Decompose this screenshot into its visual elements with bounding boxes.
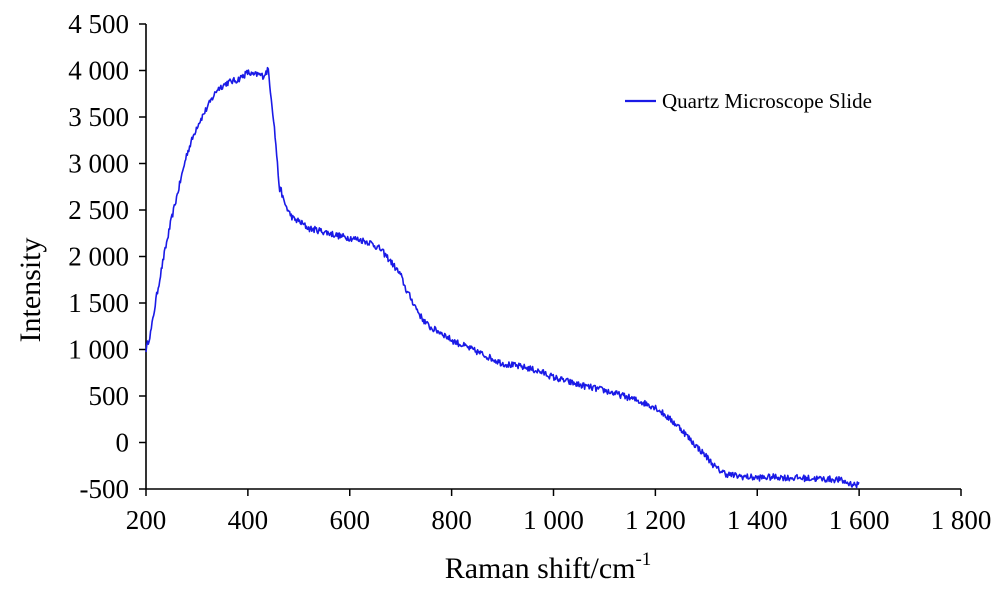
y-axis-title: Intensity bbox=[14, 238, 47, 343]
y-tick-label: 2 000 bbox=[68, 242, 129, 272]
x-axis-title-superscript: -1 bbox=[635, 549, 651, 570]
y-tick-label: 3 000 bbox=[68, 149, 129, 179]
x-axis: 200 400 600 800 1 000 1 200 1 400 1 600 1 800 bbox=[126, 488, 992, 535]
x-tick-label: 200 bbox=[126, 505, 167, 535]
x-tick-label: 1 800 bbox=[931, 505, 992, 535]
x-ticks: 200 400 600 800 1 000 1 200 1 400 1 600 1 800 bbox=[126, 489, 992, 535]
x-axis-title-main: Raman shift/cm bbox=[445, 552, 636, 585]
series-line bbox=[145, 66, 860, 489]
y-tick-label: 3 500 bbox=[68, 102, 129, 132]
x-tick-label: 1 000 bbox=[523, 505, 584, 535]
y-tick-label: 4 500 bbox=[68, 9, 129, 39]
x-tick-label: 1 400 bbox=[727, 505, 788, 535]
x-tick-label: 800 bbox=[431, 505, 472, 535]
y-tick-label: -500 bbox=[80, 474, 130, 504]
x-tick-label: 1 200 bbox=[625, 505, 686, 535]
legend-label: Quartz Microscope Slide bbox=[662, 89, 872, 113]
y-tick-label: 1 500 bbox=[68, 288, 129, 318]
x-tick-label: 400 bbox=[228, 505, 269, 535]
x-axis-title: Raman shift/cm-1 bbox=[445, 549, 652, 585]
y-tick-label: 500 bbox=[89, 381, 130, 411]
y-tick-label: 0 bbox=[116, 428, 130, 458]
x-tick-label: 1 600 bbox=[829, 505, 890, 535]
plot-series bbox=[145, 66, 860, 489]
y-axis: -500 0 500 1 000 1 500 2 000 2 500 3 000 3 500 4 … bbox=[68, 9, 147, 504]
x-tick-label: 600 bbox=[330, 505, 371, 535]
y-ticks: -500 0 500 1 000 1 500 2 000 2 500 3 000 3 500 4 … bbox=[68, 9, 146, 504]
y-tick-label: 4 000 bbox=[68, 56, 129, 86]
y-tick-label: 2 500 bbox=[68, 195, 129, 225]
legend: Quartz Microscope Slide bbox=[625, 89, 872, 113]
y-tick-label: 1 000 bbox=[68, 335, 129, 365]
